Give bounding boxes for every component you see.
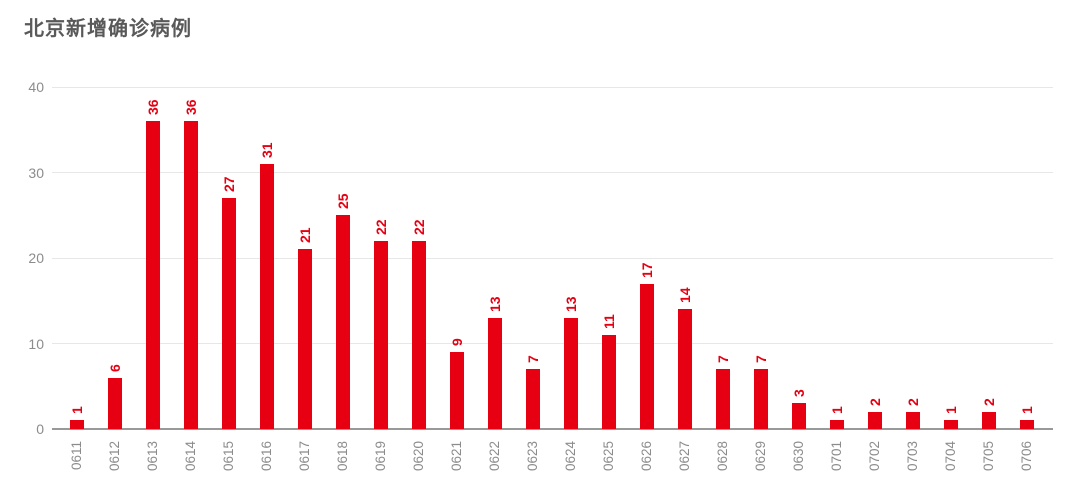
x-axis-category-label: 0613 bbox=[144, 441, 160, 472]
x-axis-category-label: 0706 bbox=[1018, 441, 1034, 472]
x-axis-category-label: 0620 bbox=[410, 441, 426, 472]
bar-value-label: 27 bbox=[220, 176, 237, 193]
bar-value-label: 36 bbox=[182, 99, 199, 116]
chart-title: 北京新增确诊病例 bbox=[24, 18, 192, 40]
bar bbox=[69, 420, 84, 429]
bar bbox=[373, 240, 388, 429]
bar-value-label: 31 bbox=[258, 142, 275, 158]
x-axis-category-label: 0630 bbox=[790, 441, 806, 472]
bar bbox=[715, 369, 730, 429]
bar-value-label: 6 bbox=[106, 363, 123, 372]
x-axis-category-label: 0704 bbox=[942, 441, 958, 472]
bar bbox=[411, 240, 426, 429]
bar bbox=[449, 352, 464, 429]
x-axis-category-label: 0612 bbox=[106, 441, 122, 472]
bar-value-label: 2 bbox=[866, 398, 883, 406]
x-axis-category-label: 0622 bbox=[486, 441, 502, 472]
x-axis-category-label: 0626 bbox=[638, 441, 654, 472]
gridline-y30 bbox=[52, 172, 1053, 173]
bar bbox=[145, 121, 160, 429]
bar bbox=[677, 309, 692, 429]
bar bbox=[221, 198, 236, 429]
bar bbox=[525, 369, 540, 429]
bar bbox=[867, 411, 882, 429]
bar bbox=[639, 283, 654, 429]
y-axis-tick-label: 40 bbox=[28, 79, 44, 95]
bar-value-label: 9 bbox=[448, 338, 465, 347]
x-axis-category-label: 0627 bbox=[676, 441, 692, 472]
x-axis-category-label: 0616 bbox=[258, 441, 274, 472]
x-axis-category-label: 0615 bbox=[220, 441, 236, 472]
gridline-y10 bbox=[52, 343, 1053, 344]
x-axis-category-label: 0624 bbox=[562, 441, 578, 472]
gridline-y20 bbox=[52, 257, 1053, 259]
bar bbox=[791, 403, 806, 429]
bar-value-label: 3 bbox=[790, 389, 807, 398]
x-axis-category-label: 0614 bbox=[182, 441, 198, 472]
x-axis-category-label: 0618 bbox=[334, 441, 350, 472]
x-axis-category-label: 0621 bbox=[448, 441, 464, 472]
bar bbox=[487, 317, 502, 429]
bar-value-label: 13 bbox=[562, 296, 579, 312]
x-axis-category-label: 0628 bbox=[714, 441, 730, 472]
bar-value-label: 2 bbox=[904, 398, 921, 406]
gridline-y40 bbox=[52, 86, 1053, 88]
bar-value-label: 25 bbox=[334, 193, 351, 210]
y-axis-tick-label: 0 bbox=[36, 421, 44, 437]
bar-value-label: 14 bbox=[676, 287, 693, 304]
x-axis-category-label: 0703 bbox=[904, 441, 920, 472]
bar-value-label: 11 bbox=[600, 314, 617, 329]
bar bbox=[753, 369, 768, 429]
bar bbox=[563, 317, 578, 429]
x-axis-category-label: 0617 bbox=[296, 441, 312, 472]
bar bbox=[905, 411, 920, 429]
x-axis-category-label: 0619 bbox=[372, 441, 388, 472]
bar bbox=[259, 163, 274, 429]
bar-value-label: 13 bbox=[486, 296, 503, 312]
x-axis-category-label: 0623 bbox=[524, 441, 540, 472]
bar-value-label: 1 bbox=[68, 406, 85, 415]
x-axis-line bbox=[52, 428, 1053, 430]
x-axis-category-label: 0611 bbox=[68, 441, 84, 471]
bar bbox=[297, 249, 312, 429]
y-axis-tick-label: 30 bbox=[28, 164, 44, 181]
bar bbox=[601, 334, 616, 429]
y-axis-tick-label: 20 bbox=[28, 250, 44, 266]
x-axis-category-label: 0625 bbox=[600, 441, 616, 472]
bar bbox=[1019, 420, 1034, 429]
bar bbox=[183, 121, 198, 429]
bar-value-label: 17 bbox=[638, 262, 655, 278]
bar-value-label: 36 bbox=[144, 99, 161, 116]
bar bbox=[943, 420, 958, 429]
x-axis-category-label: 0701 bbox=[828, 441, 844, 472]
bar-value-label: 1 bbox=[1018, 406, 1035, 415]
bar-value-label: 1 bbox=[942, 406, 959, 415]
bar-value-label: 21 bbox=[296, 227, 313, 244]
bar-value-label: 2 bbox=[980, 398, 997, 406]
bar-value-label: 7 bbox=[524, 355, 541, 364]
bar bbox=[981, 411, 996, 429]
x-axis-category-label: 0629 bbox=[752, 441, 768, 472]
bar bbox=[107, 377, 122, 429]
bar-value-label: 1 bbox=[828, 406, 845, 415]
x-axis-category-label: 0702 bbox=[866, 441, 882, 472]
bar bbox=[829, 420, 844, 429]
y-axis-tick-label: 10 bbox=[28, 335, 44, 352]
bar-value-label: 7 bbox=[714, 355, 731, 364]
bar-value-label: 22 bbox=[410, 219, 427, 235]
bar-value-label: 7 bbox=[752, 355, 769, 364]
bar bbox=[335, 215, 350, 429]
x-axis-category-label: 0705 bbox=[980, 441, 996, 472]
bar-value-label: 22 bbox=[372, 219, 389, 235]
